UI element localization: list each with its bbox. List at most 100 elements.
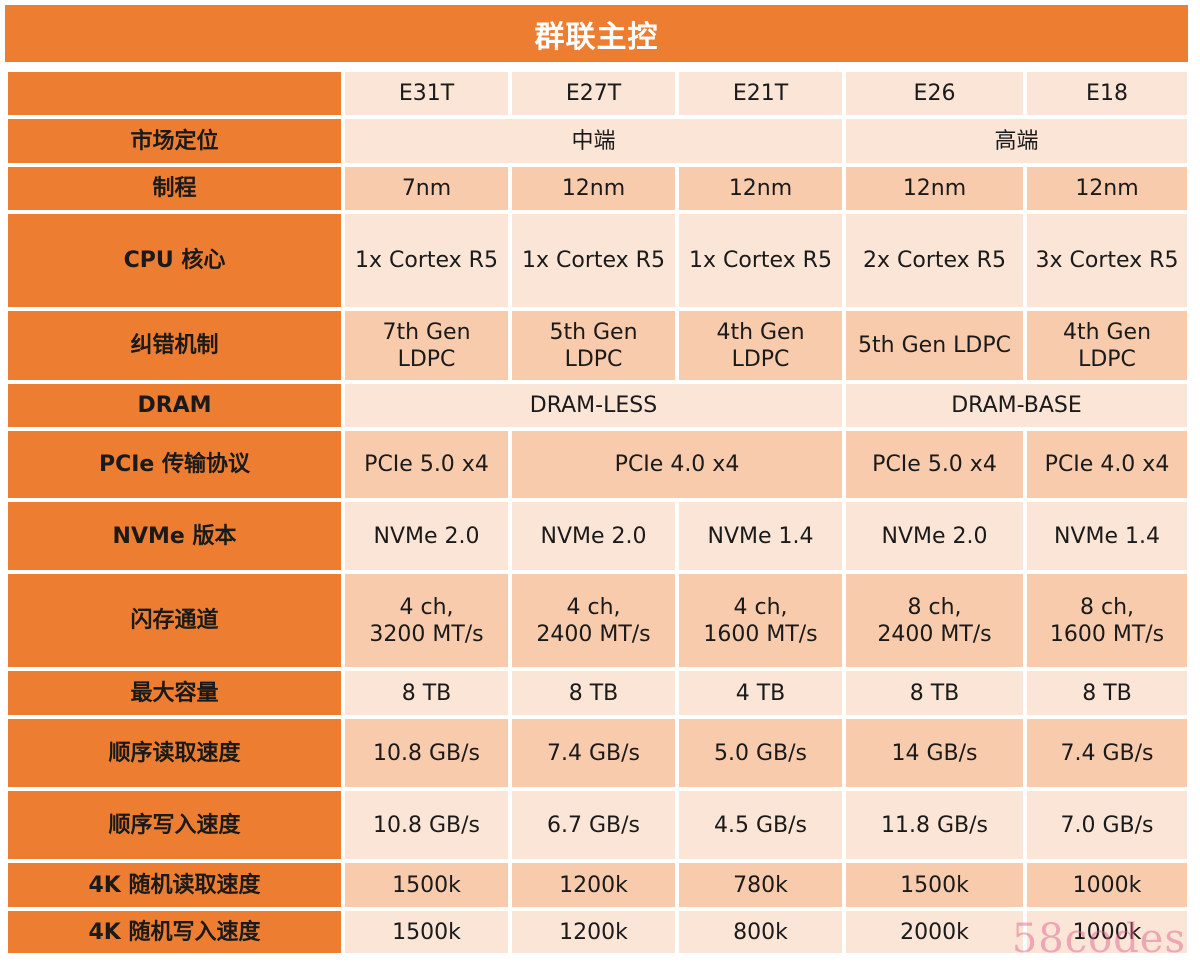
table-cell: 4th Gen LDPC [679, 311, 842, 380]
table-cell: 1x Cortex R5 [512, 214, 675, 307]
table-cell: 4 TB [679, 671, 842, 715]
table-cell: 10.8 GB/s [345, 719, 508, 787]
table-cell: 8 TB [512, 671, 675, 715]
table-cell: 4.5 GB/s [679, 791, 842, 859]
table-cell: 800k [679, 911, 842, 953]
table-cell: 1000k [1027, 863, 1187, 907]
cell-line: LDPC [564, 346, 623, 372]
cell-line: 8 ch, [907, 594, 962, 620]
row-label-dram: DRAM [8, 384, 341, 427]
column-header-e31t: E31T [345, 72, 508, 115]
table-cell: 12nm [846, 167, 1023, 210]
cell-line: 4 ch, [566, 594, 621, 620]
cell-line: 7th Gen [382, 319, 471, 345]
table-cell: NVMe 1.4 [1027, 502, 1187, 570]
table-cell: 14 GB/s [846, 719, 1023, 787]
row-label-channels: 闪存通道 [8, 574, 341, 667]
table-cell: 4 ch, 2400 MT/s [512, 574, 675, 667]
table-cell: 7th Gen LDPC [345, 311, 508, 380]
row-label-rand-write: 4K 随机写入速度 [8, 911, 341, 953]
table-cell: 4 ch, 1600 MT/s [679, 574, 842, 667]
table-cell: PCIe 4.0 x4 [1027, 431, 1187, 498]
table-row: 顺序写入速度 10.8 GB/s 6.7 GB/s 4.5 GB/s 11.8 … [8, 791, 1187, 859]
column-header-e18: E18 [1027, 72, 1187, 115]
table-row: PCIe 传输协议 PCIe 5.0 x4 PCIe 4.0 x4 PCIe 5… [8, 431, 1187, 498]
row-label-seq-write: 顺序写入速度 [8, 791, 341, 859]
table-row: 4K 随机写入速度 1500k 1200k 800k 2000k 1000k [8, 911, 1187, 953]
table-row: NVMe 版本 NVMe 2.0 NVMe 2.0 NVMe 1.4 NVMe … [8, 502, 1187, 570]
table-cell: 8 ch, 2400 MT/s [846, 574, 1023, 667]
table-title: 群联主控 [5, 5, 1188, 62]
table-row: 最大容量 8 TB 8 TB 4 TB 8 TB 8 TB [8, 671, 1187, 715]
row-label-cpu: CPU 核心 [8, 214, 341, 307]
table-cell: 8 TB [345, 671, 508, 715]
table-cell: 2x Cortex R5 [846, 214, 1023, 307]
row-label-pcie: PCIe 传输协议 [8, 431, 341, 498]
table-cell: 10.8 GB/s [345, 791, 508, 859]
table-row: CPU 核心 1x Cortex R5 1x Cortex R5 1x Cort… [8, 214, 1187, 307]
cell-line: 4 ch, [733, 594, 788, 620]
table-cell: NVMe 2.0 [512, 502, 675, 570]
cell-line: 1600 MT/s [1049, 621, 1165, 647]
table-cell: 7.0 GB/s [1027, 791, 1187, 859]
table-row: 纠错机制 7th Gen LDPC 5th Gen LDPC 4th Gen L… [8, 311, 1187, 380]
row-label-rand-read: 4K 随机读取速度 [8, 863, 341, 907]
market-high-cell: 高端 [846, 119, 1187, 163]
column-header-e26: E26 [846, 72, 1023, 115]
table-row: 制程 7nm 12nm 12nm 12nm 12nm [8, 167, 1187, 210]
table-cell: 8 TB [1027, 671, 1187, 715]
cell-line: 4 ch, [399, 594, 454, 620]
cell-line: 4th Gen [1062, 319, 1152, 345]
cell-line: LDPC [1078, 346, 1136, 372]
header-corner [8, 72, 341, 115]
table-cell: 12nm [679, 167, 842, 210]
row-label-seq-read: 顺序读取速度 [8, 719, 341, 787]
table-cell: 3x Cortex R5 [1027, 214, 1187, 307]
table-cell: 1500k [846, 863, 1023, 907]
table-cell: 1x Cortex R5 [679, 214, 842, 307]
row-label-market: 市场定位 [8, 119, 341, 163]
table-cell: NVMe 1.4 [679, 502, 842, 570]
table-row: DRAM DRAM-LESS DRAM-BASE [8, 384, 1187, 427]
table-cell: 7.4 GB/s [1027, 719, 1187, 787]
table-row: 市场定位 中端 高端 [8, 119, 1187, 163]
table-row: 闪存通道 4 ch, 3200 MT/s 4 ch, 2400 MT/s 4 c… [8, 574, 1187, 667]
cell-line: 5th Gen [549, 319, 638, 345]
table-cell: 1500k [345, 911, 508, 953]
table-cell: 12nm [512, 167, 675, 210]
table-cell: 4th Gen LDPC [1027, 311, 1187, 380]
table-cell: 11.8 GB/s [846, 791, 1023, 859]
row-label-process: 制程 [8, 167, 341, 210]
table-cell: 7.4 GB/s [512, 719, 675, 787]
table-cell: PCIe 5.0 x4 [345, 431, 508, 498]
row-label-ecc: 纠错机制 [8, 311, 341, 380]
cell-line: 2400 MT/s [877, 621, 992, 647]
column-header-e27t: E27T [512, 72, 675, 115]
cell-line: 4th Gen [716, 319, 805, 345]
column-header-e21t: E21T [679, 72, 842, 115]
table-cell: 8 TB [846, 671, 1023, 715]
cell-line: 1600 MT/s [703, 621, 818, 647]
table-cell: 7nm [345, 167, 508, 210]
watermark: 58codes [1011, 916, 1186, 962]
dram-less-cell: DRAM-LESS [345, 384, 842, 427]
cell-line: 2400 MT/s [536, 621, 651, 647]
dram-base-cell: DRAM-BASE [846, 384, 1187, 427]
row-label-nvme: NVMe 版本 [8, 502, 341, 570]
table-cell: 1200k [512, 863, 675, 907]
table-cell: 4 ch, 3200 MT/s [345, 574, 508, 667]
table-cell: 5th Gen LDPC [512, 311, 675, 380]
table-cell: NVMe 2.0 [345, 502, 508, 570]
table-cell: 1x Cortex R5 [345, 214, 508, 307]
cell-line: LDPC [731, 346, 790, 372]
cell-line: 8 ch, [1079, 594, 1135, 620]
table-cell: 1200k [512, 911, 675, 953]
table-cell: 8 ch, 1600 MT/s [1027, 574, 1187, 667]
table-cell: 2000k [846, 911, 1023, 953]
cell-line: LDPC [397, 346, 456, 372]
table-row: 顺序读取速度 10.8 GB/s 7.4 GB/s 5.0 GB/s 14 GB… [8, 719, 1187, 787]
table-cell: 12nm [1027, 167, 1187, 210]
table-cell: 780k [679, 863, 842, 907]
table-cell: 1000k [1027, 911, 1187, 953]
controller-spec-table: E31T E27T E21T E26 E18 市场定位 中端 高端 制程 7nm… [4, 68, 1191, 957]
